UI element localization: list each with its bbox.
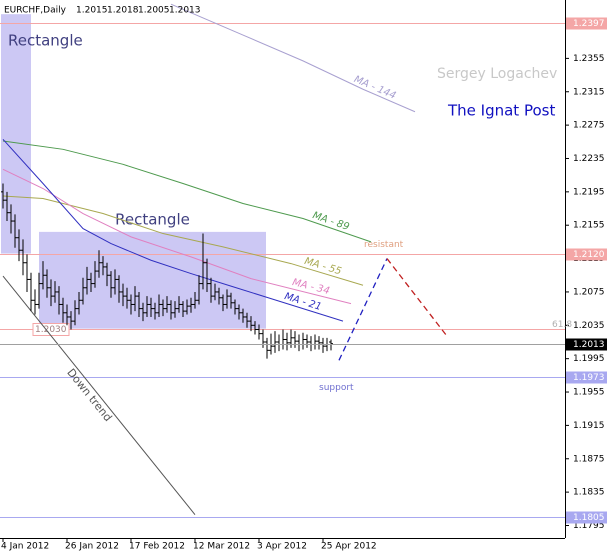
ma-line xyxy=(2,168,352,305)
y-tick-label: 1.2035 xyxy=(573,321,605,331)
level-label: 1.2030 xyxy=(35,325,67,335)
y-tick-label: 1.2235 xyxy=(573,154,605,164)
y-tick-label: 1.2315 xyxy=(573,87,605,97)
x-tick-label: 26 Jan 2012 xyxy=(65,542,119,552)
level-label: 1.1973 xyxy=(573,373,605,383)
ma-line xyxy=(170,3,416,113)
x-tick-label: 12 Mar 2012 xyxy=(193,542,250,552)
current-price-box xyxy=(566,338,607,351)
level-label-box xyxy=(566,371,607,384)
x-tick-label: 3 Apr 2012 xyxy=(257,542,307,552)
x-tick-label: 17 Feb 2012 xyxy=(129,542,185,552)
ma-line xyxy=(2,138,344,322)
y-tick-label: 1.2075 xyxy=(573,287,605,297)
level-note: support xyxy=(319,383,354,393)
y-tick-label: 1.1915 xyxy=(573,421,605,431)
level-label: 1.2397 xyxy=(573,19,605,29)
header-high: 1.2018 xyxy=(107,6,139,16)
y-tick-label: 1.2155 xyxy=(573,221,605,231)
y-tick-label: 1.2195 xyxy=(573,187,605,197)
rectangle-label: Rectangle xyxy=(8,32,83,50)
x-tick-label: 25 Apr 2012 xyxy=(321,542,377,552)
site-credit: The Ignat Post xyxy=(447,102,555,120)
level-note: resistant xyxy=(364,240,404,250)
level-note: 61.8 xyxy=(552,320,572,330)
header-low: 1.2005 xyxy=(138,6,170,16)
header-open: 1.2015 xyxy=(76,6,108,16)
header-close: 1.2013 xyxy=(169,6,201,16)
level-label: 1.1805 xyxy=(573,513,605,523)
level-label-box xyxy=(566,17,607,30)
y-tick-label: 1.2275 xyxy=(573,121,605,131)
level-label: 1.2120 xyxy=(573,250,605,260)
current-price-label: 1.2013 xyxy=(573,340,605,350)
ma-line xyxy=(2,140,372,243)
trend-line xyxy=(386,258,448,337)
y-tick-label: 1.1995 xyxy=(573,354,605,364)
header-symbol: EURCHF,Daily xyxy=(4,6,67,16)
rectangle xyxy=(39,231,266,329)
author-credit: Sergey Logachev xyxy=(437,66,557,82)
y-tick-label: 1.1835 xyxy=(573,488,605,498)
rectangle xyxy=(1,14,31,254)
trend-line xyxy=(2,275,196,515)
y-tick-label: 1.1875 xyxy=(573,454,605,464)
trend-line xyxy=(338,258,388,361)
y-tick-label: 1.2355 xyxy=(573,54,605,64)
level-label-box xyxy=(566,511,607,524)
y-tick-label: 1.1955 xyxy=(573,388,605,398)
rectangle-label: Rectangle xyxy=(115,210,190,228)
ma-line xyxy=(2,195,364,286)
level-label-box xyxy=(566,248,607,261)
y-tick-label: 1.1795 xyxy=(573,521,605,531)
x-tick-label: 4 Jan 2012 xyxy=(1,542,49,552)
